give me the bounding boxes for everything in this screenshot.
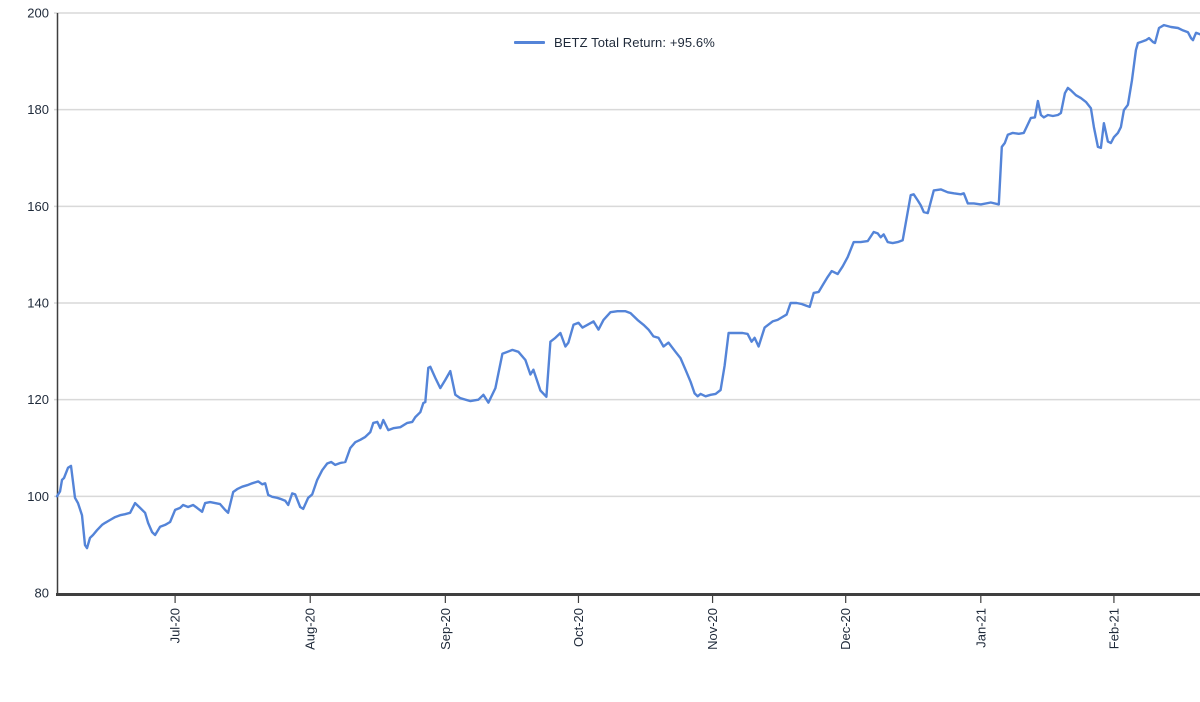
x-tick-label: Sep-20 <box>438 608 453 650</box>
x-tick-label: Dec-20 <box>838 608 853 650</box>
legend-line-icon <box>514 41 545 44</box>
betz-return-line <box>55 23 1200 550</box>
x-tick-label: Oct-20 <box>571 608 586 647</box>
x-tick-label: Jan-21 <box>973 608 988 648</box>
y-tick-label: 160 <box>27 199 49 214</box>
y-tick-label: 180 <box>27 102 49 117</box>
legend: BETZ Total Return: +95.6% <box>514 35 715 50</box>
legend-label: BETZ Total Return: +95.6% <box>554 35 715 50</box>
x-tick-label: Aug-20 <box>303 608 318 650</box>
y-tick-label: 200 <box>27 6 49 21</box>
y-tick-label: 140 <box>27 296 49 311</box>
y-tick-label: 100 <box>27 489 49 504</box>
x-tick-label: Jul-20 <box>168 608 183 643</box>
y-tick-label: 120 <box>27 392 49 407</box>
x-tick-label: Nov-20 <box>705 608 720 650</box>
y-tick-label: 80 <box>35 586 49 601</box>
x-tick-label: Feb-21 <box>1106 608 1121 649</box>
